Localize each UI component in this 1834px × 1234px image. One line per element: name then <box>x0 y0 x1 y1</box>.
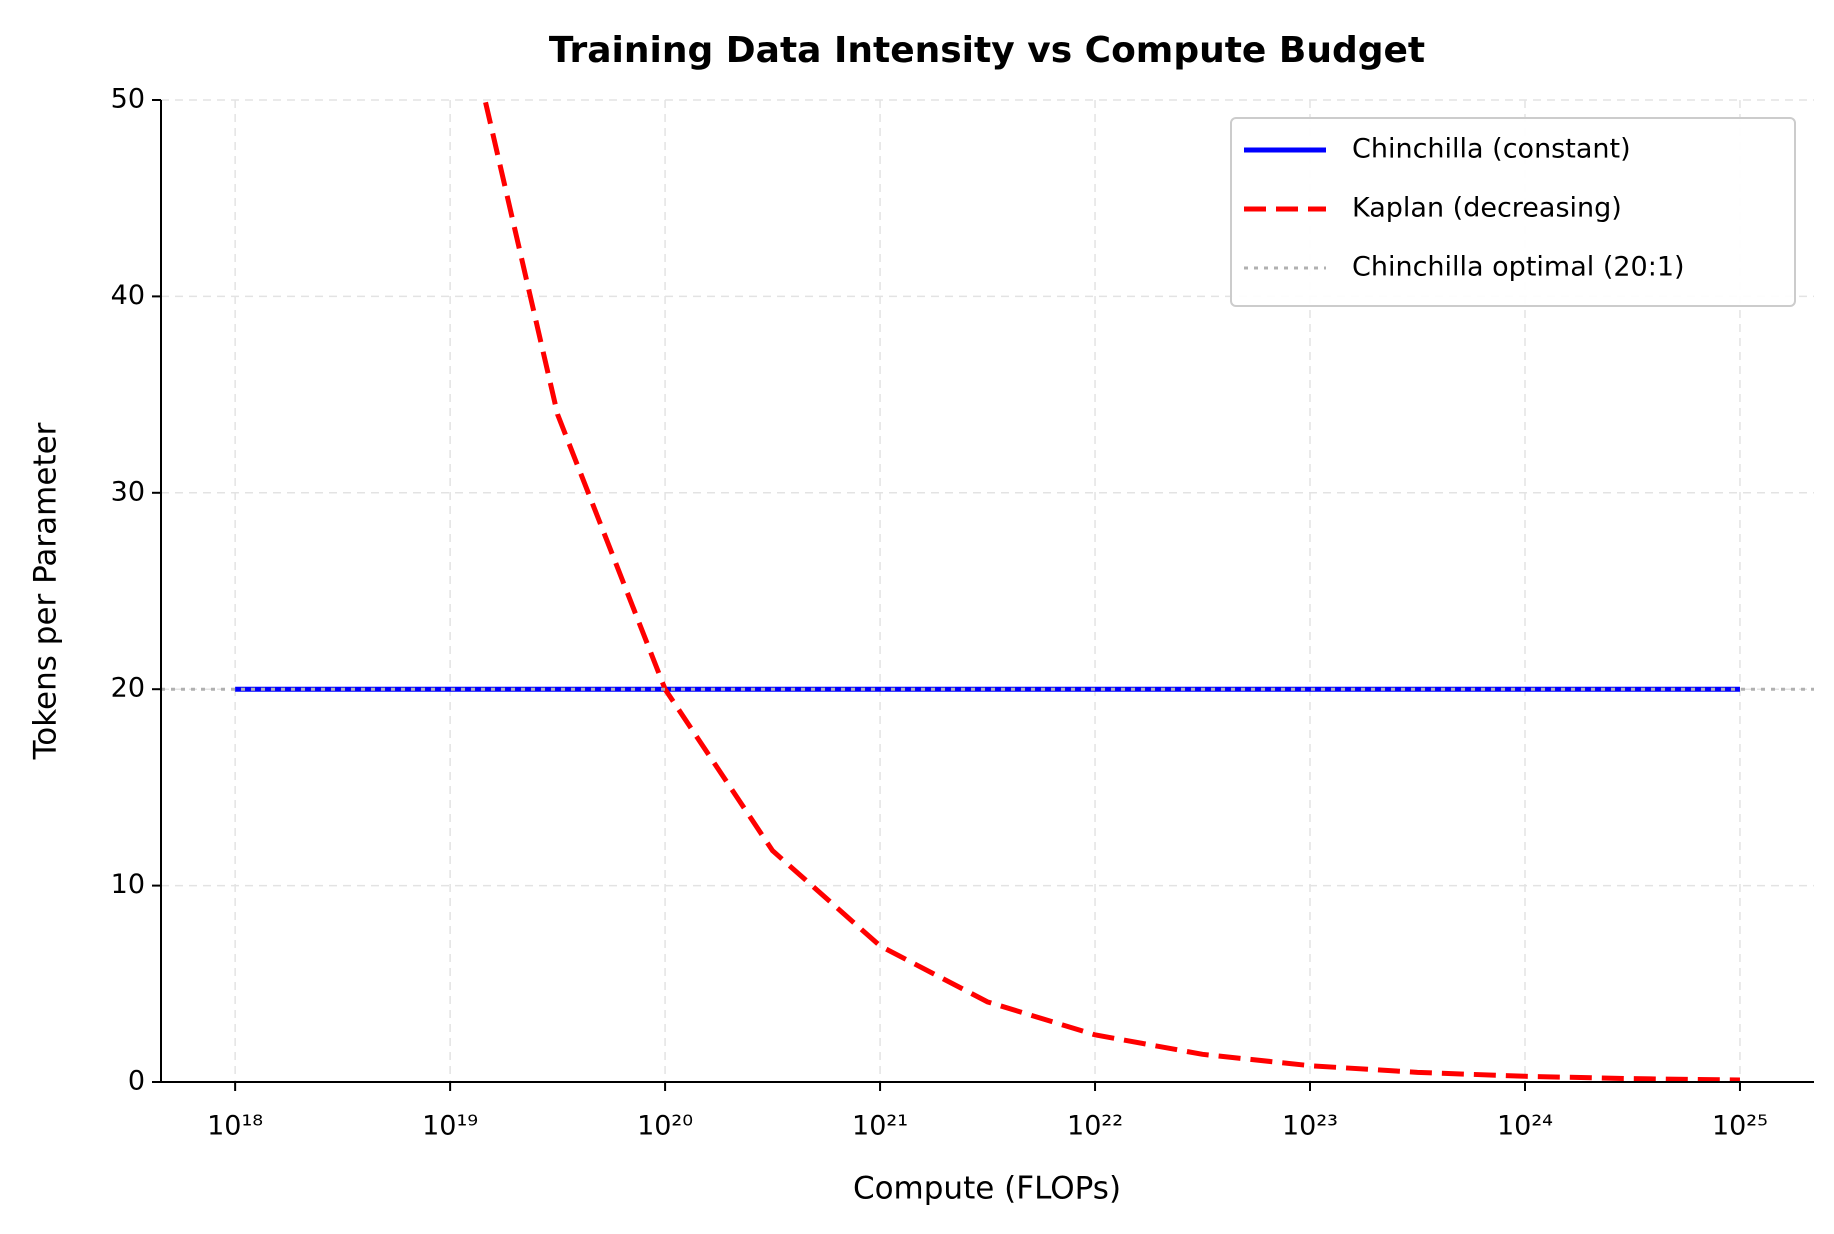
legend-label: Kaplan (decreasing) <box>1352 193 1622 224</box>
x-tick-label: 10¹⁸ <box>207 1111 263 1142</box>
x-tick-label: 10²³ <box>1282 1111 1338 1142</box>
x-tick-label: 10²⁰ <box>637 1111 693 1142</box>
x-tick-label: 10²¹ <box>852 1111 908 1142</box>
legend: Chinchilla (constant) Kaplan (decreasing)… <box>1230 117 1796 307</box>
y-tick-label: 40 <box>111 280 145 311</box>
x-tick-label: 10¹⁹ <box>422 1111 478 1142</box>
x-tick-label: 10²⁵ <box>1712 1111 1768 1142</box>
y-tick-label: 20 <box>111 673 145 704</box>
y-tick-label: 10 <box>111 869 145 900</box>
x-tick-label: 10²² <box>1067 1111 1123 1142</box>
chart-title: Training Data Intensity vs Compute Budge… <box>549 30 1425 71</box>
series-line <box>482 100 1740 1082</box>
x-tick-label: 10²⁴ <box>1497 1111 1553 1142</box>
legend-box <box>1230 117 1796 307</box>
y-axis-label: Tokens per Parameter <box>28 422 64 760</box>
y-tick-label: 0 <box>128 1066 145 1097</box>
legend-label: Chinchilla (constant) <box>1352 134 1631 165</box>
x-axis-label: Compute (FLOPs) <box>853 1171 1121 1207</box>
ticks: 10¹⁸ 10¹⁹ 10²⁰ 10²¹ 10²² 10²³ 10²⁴ 10²⁵ 0 10 20 30 4… <box>111 84 1768 1142</box>
y-tick-label: 30 <box>111 476 145 507</box>
plot-area <box>161 100 1814 1082</box>
y-tick-label: 50 <box>111 84 145 115</box>
legend-label: Chinchilla optimal (20:1) <box>1352 252 1685 283</box>
